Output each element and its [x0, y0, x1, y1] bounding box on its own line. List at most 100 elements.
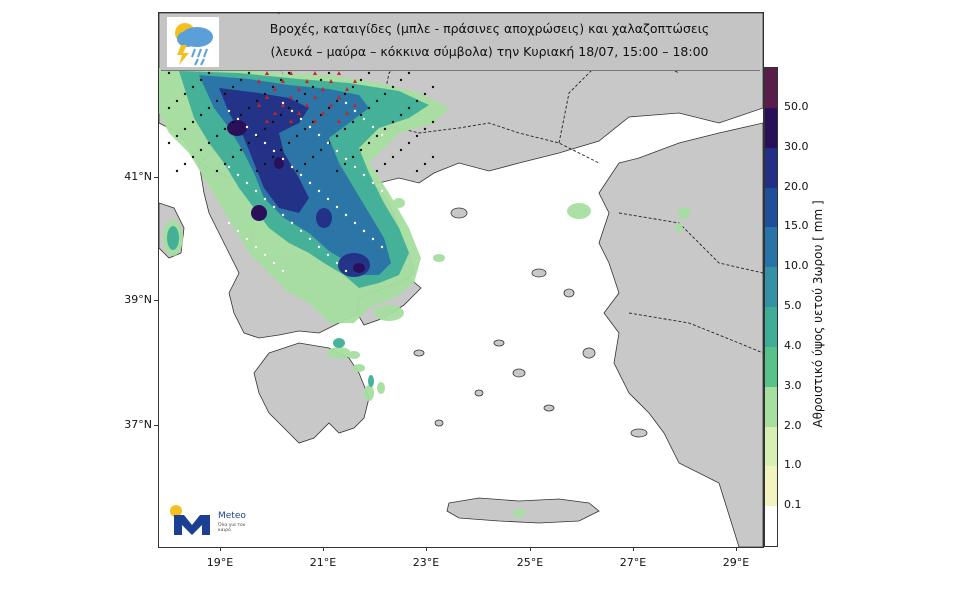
- lon-label: 21°E: [309, 556, 337, 569]
- lat-tick: [154, 425, 158, 426]
- hail-marker-red: [337, 119, 341, 123]
- hail-marker: [344, 213, 348, 217]
- hail-marker: [245, 181, 249, 185]
- hail-marker: [351, 155, 355, 159]
- colorbar-segment: [765, 107, 777, 149]
- hail-marker: [272, 261, 276, 265]
- hail-marker-red: [257, 103, 261, 107]
- lon-tick: [633, 547, 634, 551]
- hail-marker-red: [265, 95, 269, 99]
- island: [512, 368, 526, 378]
- hail-marker-red: [265, 119, 269, 123]
- hail-marker-red: [321, 111, 325, 115]
- colorbar: [764, 67, 778, 547]
- hail-marker: [290, 165, 294, 169]
- lon-tick: [323, 547, 324, 551]
- colorbar-segment: [765, 506, 777, 546]
- hail-marker: [303, 92, 307, 96]
- hail-marker: [247, 106, 251, 110]
- hail-marker: [279, 113, 283, 117]
- meteo-logo: Meteo Όλα για τον καιρό: [168, 503, 278, 539]
- rain-thunder-cloud-icon: [167, 17, 219, 67]
- hail-marker: [415, 134, 419, 138]
- lon-tick: [220, 547, 221, 551]
- hail-marker: [167, 71, 171, 75]
- island: [630, 428, 648, 438]
- colorbar-segment: [765, 267, 777, 308]
- hail-marker: [183, 162, 187, 166]
- hail-marker: [207, 106, 211, 110]
- colorbar-segment: [765, 466, 777, 507]
- hail-marker: [299, 117, 303, 121]
- hail-marker: [335, 205, 339, 209]
- colorbar-segment: [765, 307, 777, 348]
- hail-marker: [247, 71, 251, 75]
- hail-marker: [391, 120, 395, 124]
- hail-marker: [290, 109, 294, 113]
- hail-marker: [344, 157, 348, 161]
- hail-marker: [263, 162, 267, 166]
- hail-marker: [380, 245, 384, 249]
- hail-marker: [383, 162, 387, 166]
- hail-marker: [199, 78, 203, 82]
- hail-marker: [375, 99, 379, 103]
- hail-marker: [287, 141, 291, 145]
- colorbar-label: 3.0: [784, 378, 802, 392]
- hail-marker: [351, 85, 355, 89]
- lat-label: 41°N: [124, 170, 152, 183]
- hail-marker-red: [281, 79, 285, 83]
- hail-marker: [215, 134, 219, 138]
- hail-marker: [344, 101, 348, 105]
- hail-marker: [175, 134, 179, 138]
- hail-marker: [359, 148, 363, 152]
- hail-marker: [319, 148, 323, 152]
- hail-marker: [175, 169, 179, 173]
- hail-marker: [207, 71, 211, 75]
- lat-label: 37°N: [124, 418, 152, 431]
- hail-marker: [255, 169, 259, 173]
- hail-marker: [299, 229, 303, 233]
- hail-marker: [308, 125, 312, 129]
- hail-marker-red: [257, 79, 261, 83]
- hail-marker: [272, 205, 276, 209]
- island: [531, 268, 547, 278]
- colorbar-segment: [765, 346, 777, 388]
- colorbar-label: 5.0: [784, 299, 802, 312]
- hail-marker: [245, 237, 249, 241]
- hail-marker-red: [329, 79, 333, 83]
- hail-marker-red: [273, 111, 277, 115]
- lat-label: 39°N: [124, 293, 152, 306]
- hail-marker: [191, 120, 195, 124]
- hail-marker: [353, 109, 357, 113]
- hail-marker: [239, 78, 243, 82]
- hail-marker-red: [313, 71, 317, 75]
- hail-marker: [344, 269, 348, 273]
- hail-marker-red: [329, 103, 333, 107]
- colorbar-label: 15.0: [784, 219, 809, 233]
- hail-marker: [383, 127, 387, 131]
- island: [543, 404, 555, 412]
- island: [493, 339, 505, 347]
- hail-marker: [223, 92, 227, 96]
- hail-marker: [335, 149, 339, 153]
- hail-marker: [308, 181, 312, 185]
- colorbar-segment: [765, 386, 777, 427]
- hail-marker-red: [337, 71, 341, 75]
- hail-marker: [317, 245, 321, 249]
- hail-marker: [271, 120, 275, 124]
- border-line: [628, 312, 763, 354]
- hail-marker: [343, 92, 347, 96]
- hail-marker: [299, 173, 303, 177]
- colorbar-label: 1.0: [784, 458, 802, 472]
- hail-marker-red: [305, 79, 309, 83]
- hail-marker: [167, 141, 171, 145]
- hail-marker: [371, 237, 375, 241]
- hail-marker: [290, 221, 294, 225]
- hail-marker: [353, 165, 357, 169]
- hail-marker: [399, 148, 403, 152]
- hail-marker: [175, 99, 179, 103]
- hail-marker: [254, 133, 258, 137]
- hail-marker: [207, 141, 211, 145]
- hail-marker: [295, 99, 299, 103]
- hail-marker: [223, 162, 227, 166]
